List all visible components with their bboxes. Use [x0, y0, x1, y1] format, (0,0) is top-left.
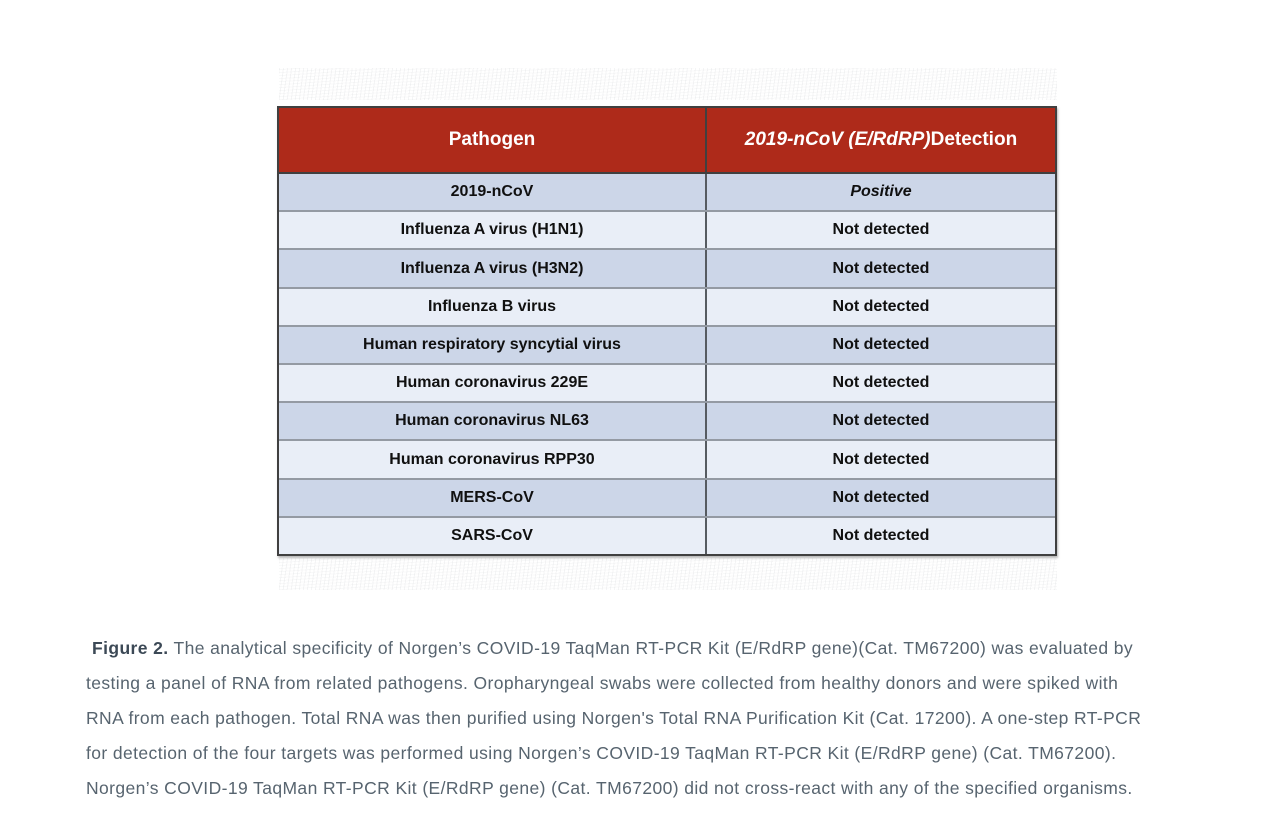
table-header-row: Pathogen 2019-nCoV (E/RdRP) Detection	[279, 108, 1055, 172]
table-row: Human respiratory syncytial virus Not de…	[279, 324, 1055, 363]
detection-cell: Positive	[705, 174, 1055, 211]
col-header-detection-assay: 2019-nCoV (E/RdRP)	[744, 128, 931, 150]
caption-line: testing a panel of RNA from related path…	[86, 673, 1119, 693]
caption-line: RNA from each pathogen. Total RNA was th…	[86, 708, 1142, 728]
specificity-table: Pathogen 2019-nCoV (E/RdRP) Detection 20…	[277, 106, 1057, 556]
pathogen-cell: Human coronavirus 229E	[395, 374, 589, 392]
figure-caption: Figure 2. The analytical specificity of …	[86, 631, 1141, 806]
table-row: Influenza B virus Not detected	[279, 286, 1055, 325]
col-header-detection: 2019-nCoV (E/RdRP) Detection	[705, 108, 1055, 172]
col-header-detection-word: Detection	[930, 128, 1018, 150]
detection-cell: Not detected	[705, 326, 1055, 363]
table-row: Influenza A virus (H1N1) Not detected	[279, 210, 1055, 249]
scan-artifact-bottom	[279, 558, 1057, 590]
table-row: Human coronavirus 229E Not detected	[279, 362, 1055, 402]
table-row: Human coronavirus NL63 Not detected	[279, 401, 1055, 440]
table-row: 2019-nCoV Positive	[279, 172, 1055, 211]
detection-cell: Not detected	[705, 441, 1055, 478]
detection-cell: Not detected	[705, 288, 1055, 325]
table-row: SARS-CoV Not detected	[279, 515, 1055, 554]
pathogen-cell: Influenza A virus (H1N1)	[400, 221, 584, 239]
pathogen-cell: Human respiratory syncytial virus	[363, 336, 621, 354]
pathogen-cell: Influenza A virus (H3N2)	[400, 259, 584, 277]
caption-line: for detection of the four targets was pe…	[86, 743, 1117, 763]
pathogen-cell: Influenza B virus	[427, 297, 557, 315]
caption-text: The analytical specificity of Norgen’s C…	[168, 638, 1134, 658]
detection-cell: Not detected	[705, 479, 1055, 516]
detection-cell: Not detected	[705, 403, 1055, 440]
pathogen-cell: MERS-CoV	[450, 488, 534, 506]
pathogen-cell: Human coronavirus RPP30	[389, 450, 595, 468]
caption-line: Norgen’s COVID-19 TaqMan RT-PCR Kit (E/R…	[86, 778, 1133, 798]
detection-cell: Not detected	[705, 517, 1055, 554]
pathogen-cell: Human coronavirus NL63	[395, 412, 589, 430]
table-row: Human coronavirus RPP30 Not detected	[279, 439, 1055, 478]
pathogen-cell: 2019-nCoV	[450, 183, 534, 201]
col-header-pathogen: Pathogen	[448, 128, 536, 150]
table-row: MERS-CoV Not detected	[279, 477, 1055, 516]
table-row: Influenza A virus (H3N2) Not detected	[279, 248, 1055, 287]
figure-label: Figure 2.	[92, 638, 169, 658]
pathogen-cell: SARS-CoV	[451, 526, 533, 544]
detection-cell: Not detected	[705, 250, 1055, 287]
detection-cell: Not detected	[705, 364, 1055, 402]
scan-artifact-top	[279, 68, 1057, 100]
caption-line: Figure 2. The analytical specificity of …	[86, 631, 1141, 666]
detection-cell: Not detected	[705, 212, 1055, 249]
